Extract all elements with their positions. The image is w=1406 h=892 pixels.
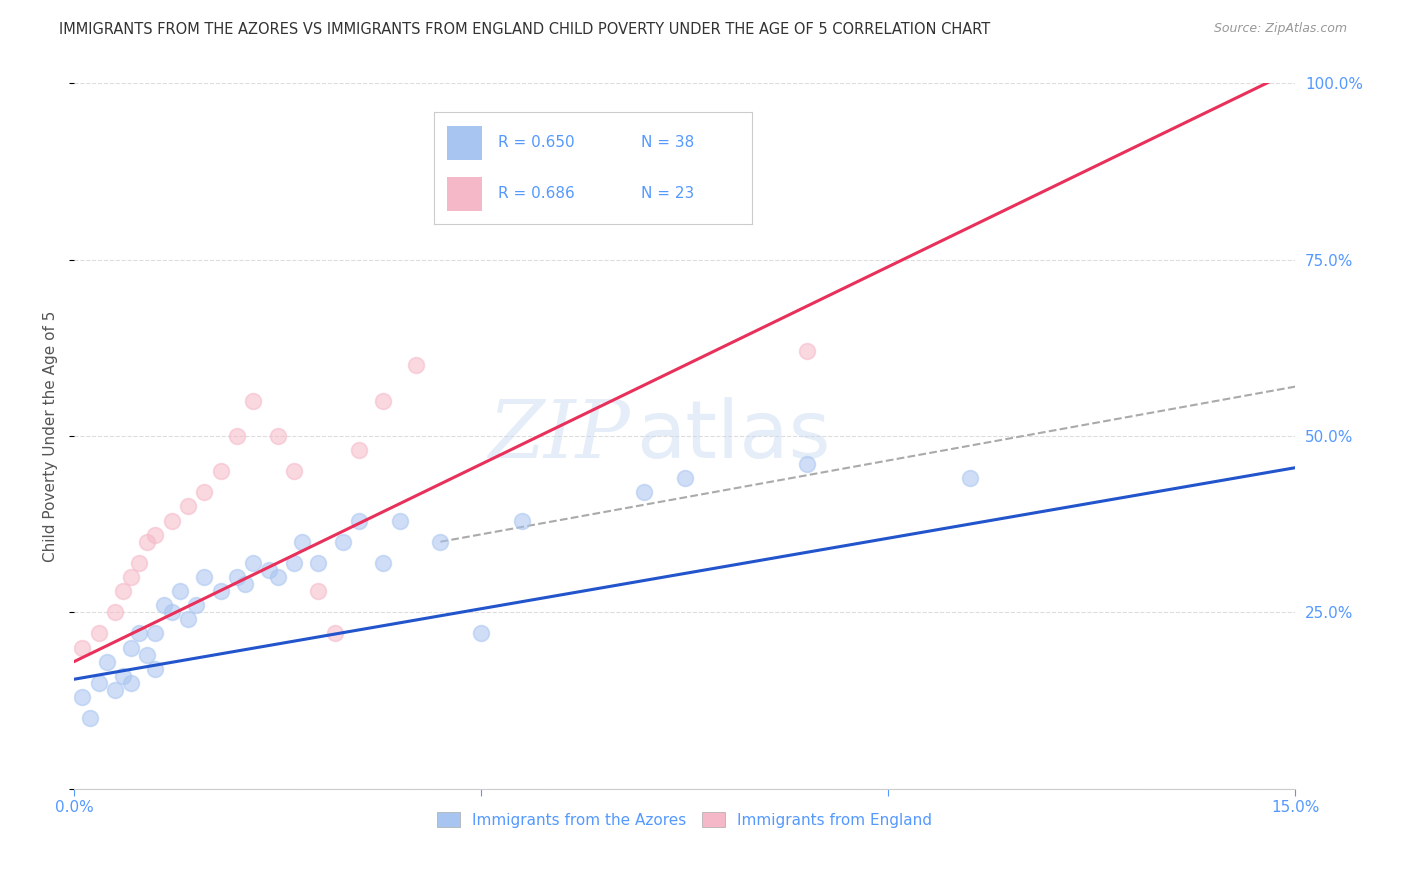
Point [96,655,118,669]
Point [405,359,427,373]
Point [225,570,247,584]
Point [242,556,264,570]
Point [193,570,215,584]
Point [673,471,696,485]
Point [111,584,134,599]
Point [128,556,150,570]
Point [193,485,215,500]
Text: atlas: atlas [636,397,830,475]
Point [169,584,191,599]
Point [104,682,127,697]
Point [152,598,174,612]
Point [160,605,183,619]
Point [307,556,329,570]
Point [796,457,818,471]
Point [87,626,110,640]
Point [186,598,208,612]
Point [470,626,492,640]
Point [796,344,818,359]
Point [388,514,411,528]
Point [242,393,264,408]
Point [136,648,159,662]
Point [104,605,127,619]
Y-axis label: Child Poverty Under the Age of 5: Child Poverty Under the Age of 5 [44,310,58,562]
Point [429,534,451,549]
Point [510,514,533,528]
Point [120,570,142,584]
Point [266,570,288,584]
Point [120,640,142,655]
Point [225,429,247,443]
Point [323,626,346,640]
Text: ZIP: ZIP [488,397,630,475]
Point [70,690,93,704]
Point [347,443,370,458]
Point [160,514,183,528]
Point [347,514,370,528]
Point [209,584,232,599]
Point [233,577,256,591]
Point [177,500,200,514]
Point [145,662,167,676]
Point [120,675,142,690]
Point [128,626,150,640]
Point [283,464,305,478]
Point [266,429,288,443]
Point [307,584,329,599]
Point [291,534,314,549]
Point [136,534,159,549]
Point [454,196,477,211]
Legend: Immigrants from the Azores, Immigrants from England: Immigrants from the Azores, Immigrants f… [432,805,938,834]
Point [145,626,167,640]
Text: Source: ZipAtlas.com: Source: ZipAtlas.com [1213,22,1347,36]
Point [209,464,232,478]
Point [70,640,93,655]
Point [177,612,200,626]
Point [79,711,101,725]
Point [332,534,354,549]
Point [633,485,655,500]
Point [373,393,395,408]
Point [111,669,134,683]
Point [145,527,167,541]
Point [283,556,305,570]
Point [87,675,110,690]
Point [959,471,981,485]
Text: IMMIGRANTS FROM THE AZORES VS IMMIGRANTS FROM ENGLAND CHILD POVERTY UNDER THE AG: IMMIGRANTS FROM THE AZORES VS IMMIGRANTS… [59,22,990,37]
Point [373,556,395,570]
Point [259,563,281,577]
